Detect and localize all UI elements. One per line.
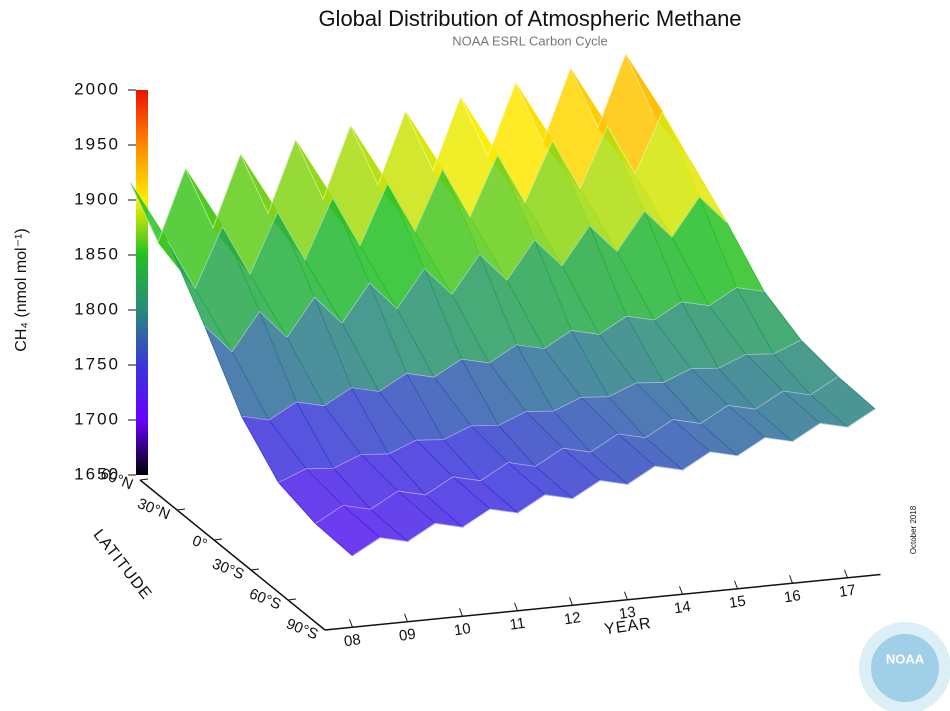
surface-line — [130, 53, 654, 244]
z-tick-label: 1800 — [74, 299, 120, 318]
z-tick-label: 1650 — [74, 464, 120, 483]
colorbar — [136, 90, 148, 475]
annotation: October 2018 — [909, 505, 918, 554]
x-tick — [789, 575, 793, 584]
y-tick — [213, 538, 223, 541]
surface-line — [167, 111, 691, 290]
x-tick — [459, 608, 463, 617]
z-tick-label: 1900 — [74, 189, 120, 208]
x-tick-label: 13 — [618, 604, 637, 623]
z-tick-label: 1950 — [74, 134, 120, 153]
y-tick — [287, 598, 297, 601]
chart-subtitle: NOAA ESRL Carbon Cycle — [452, 33, 608, 48]
y-tick-label: 60°S — [247, 585, 284, 613]
x-tick-label: 08 — [343, 631, 362, 650]
logo-text: NOAA — [886, 651, 925, 666]
logo: NOAA — [859, 622, 950, 711]
x-tick-label: 10 — [453, 620, 472, 639]
z-tick-label: 1750 — [74, 354, 120, 373]
z-tick-label: 1700 — [74, 409, 120, 428]
chart-title: Global Distribution of Atmospheric Metha… — [318, 6, 741, 31]
x-tick — [569, 597, 573, 606]
x-tick — [844, 569, 848, 578]
y-axis-line — [139, 479, 326, 631]
surface-line — [241, 287, 765, 421]
surface — [130, 53, 876, 557]
x-tick — [404, 613, 408, 622]
surface-line — [315, 376, 839, 524]
x-tick — [734, 580, 738, 589]
y-tick-label: 0° — [190, 532, 210, 553]
z-tick-label: 2000 — [74, 79, 120, 98]
y-tick-label: 30°S — [210, 555, 247, 583]
logo-inner — [871, 634, 939, 702]
surface-line — [204, 196, 728, 353]
y-tick — [176, 508, 186, 511]
y-tick-label: 30°N — [135, 495, 172, 523]
x-tick-label: 17 — [838, 582, 857, 601]
x-tick-label: 14 — [673, 598, 692, 617]
y-tick-label: 90°S — [284, 615, 321, 643]
y-tick — [250, 568, 260, 571]
y-tick-label: 60°N — [98, 465, 135, 493]
x-tick — [679, 586, 683, 595]
z-tick-label: 1850 — [74, 244, 120, 263]
x-tick — [624, 591, 628, 600]
z-axis-label: CH₄ (nmol mol⁻¹) — [13, 228, 30, 351]
x-tick-label: 12 — [563, 609, 582, 628]
x-tick-label: 16 — [783, 587, 802, 606]
x-axis-line — [324, 573, 881, 631]
x-tick-label: 11 — [509, 615, 527, 634]
surface-line — [352, 408, 876, 557]
surface-line — [278, 339, 802, 483]
y-tick — [324, 628, 334, 631]
x-tick-label: 15 — [728, 593, 747, 612]
x-tick — [349, 619, 353, 628]
x-axis-label: YEAR — [603, 615, 652, 638]
y-axis-label: LATITUDE — [90, 526, 155, 603]
x-tick — [514, 602, 518, 611]
x-tick-label: 09 — [398, 626, 417, 645]
y-tick — [139, 478, 149, 481]
